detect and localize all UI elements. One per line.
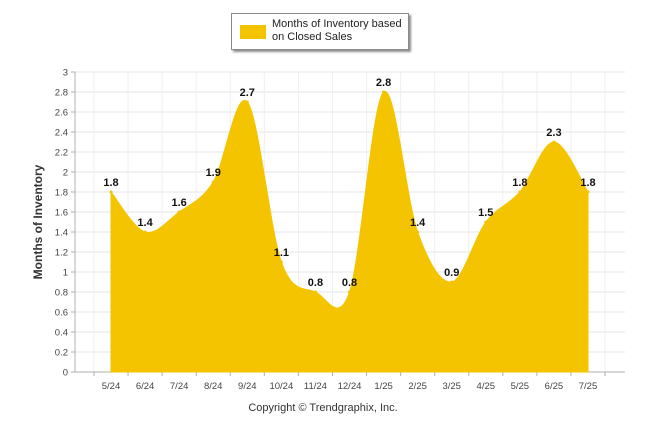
x-tick-label: 8/24 — [204, 381, 223, 392]
legend-label: Months of Inventory based on Closed Sale… — [272, 18, 402, 43]
x-tick-label: 9/24 — [238, 381, 257, 392]
data-point — [211, 180, 215, 184]
data-label: 2.3 — [546, 127, 561, 139]
x-tick-label: 10/24 — [269, 381, 293, 392]
x-tick-label: 6/24 — [136, 381, 155, 392]
x-tick-label: 7/24 — [170, 381, 189, 392]
y-tick-label: 0 — [63, 368, 68, 379]
data-point — [109, 190, 113, 194]
y-tick-label: 3 — [63, 68, 68, 79]
data-point — [382, 90, 386, 94]
x-tick-label: 6/25 — [545, 381, 564, 392]
x-tick-label: 4/25 — [477, 381, 496, 392]
x-tick-label: 12/24 — [338, 381, 362, 392]
y-tick-label: 1 — [63, 268, 68, 279]
legend-swatch — [240, 25, 266, 39]
y-tick-label: 1.6 — [55, 208, 68, 219]
y-tick-label: 1.8 — [55, 188, 68, 199]
data-label: 1.5 — [478, 207, 493, 219]
data-label: 2.7 — [240, 87, 255, 99]
y-tick-label: 0.6 — [55, 308, 68, 319]
x-tick-label: 5/25 — [511, 381, 530, 392]
x-tick-label: 11/24 — [304, 381, 327, 392]
data-point — [586, 190, 590, 194]
data-label: 1.8 — [103, 177, 118, 189]
copyright-text: Copyright © Trendgraphix, Inc. — [248, 402, 398, 414]
data-point — [484, 220, 488, 224]
y-tick-label: 2.8 — [55, 88, 68, 99]
series-area — [110, 91, 589, 373]
x-tick-label: 7/25 — [579, 381, 598, 392]
data-label: 1.1 — [274, 247, 289, 259]
data-label: 1.4 — [410, 217, 426, 229]
series-area-path — [110, 91, 589, 373]
data-label: 0.9 — [444, 267, 459, 279]
data-point — [279, 260, 283, 264]
y-tick-label: 1.4 — [55, 228, 68, 239]
data-point — [177, 210, 181, 214]
y-tick-label: 2 — [63, 168, 68, 179]
data-label: 0.8 — [308, 277, 323, 289]
data-point — [552, 140, 556, 144]
y-tick-label: 2.6 — [55, 108, 68, 119]
x-tick-label: 3/25 — [442, 381, 461, 392]
data-point — [450, 280, 454, 284]
y-tick-label: 0.2 — [55, 348, 68, 359]
y-tick-label: 1.2 — [55, 248, 68, 259]
x-tick-label: 5/24 — [102, 381, 121, 392]
data-labels: 1.8 1.4 1.6 1.9 2.7 1.1 0.8 0.8 2.8 1.4 0.9 1.5 1.8 2… — [103, 77, 596, 294]
data-label: 1.8 — [580, 177, 595, 189]
data-label: 0.8 — [342, 277, 357, 289]
data-label: 1.8 — [512, 177, 527, 189]
axes: 0 0.2 0.4 0.6 0.8 1 1.2 1.4 1.6 1.8 2 2.2 2.4 2.6 2.8 3… — [55, 68, 625, 392]
data-point — [348, 290, 351, 294]
y-axis-title: Months of Inventory — [31, 164, 45, 279]
legend: Months of Inventory based on Closed Sale… — [231, 13, 409, 50]
x-tick-label: 1/25 — [374, 381, 393, 392]
data-point — [245, 100, 249, 104]
data-label: 1.4 — [137, 217, 153, 229]
data-point — [313, 290, 317, 294]
y-tick-label: 0.4 — [55, 328, 68, 339]
data-point — [143, 230, 147, 234]
data-label: 1.6 — [171, 197, 186, 209]
y-tick-label: 2.2 — [55, 148, 68, 159]
data-label: 1.9 — [206, 167, 221, 179]
data-label: 2.8 — [376, 77, 391, 89]
y-tick-label: 0.8 — [55, 288, 68, 299]
y-tick-label: 2.4 — [55, 128, 68, 139]
x-tick-label: 2/25 — [408, 381, 427, 392]
data-point — [416, 230, 420, 234]
data-point — [518, 190, 522, 194]
